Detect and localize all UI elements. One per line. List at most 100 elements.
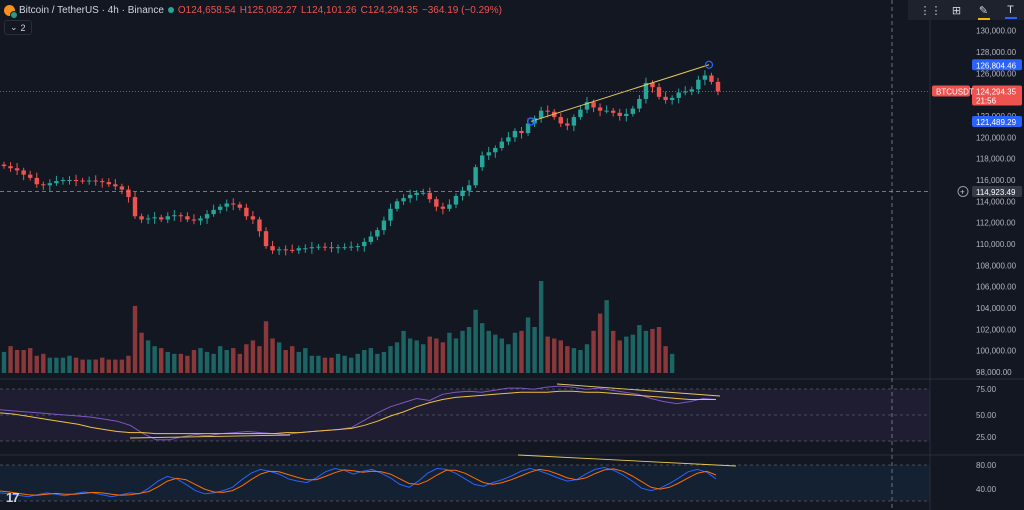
- volume-bar: [466, 327, 472, 373]
- candle-body: [54, 181, 59, 184]
- volume-bar: [270, 338, 275, 373]
- volume-bar: [21, 350, 26, 373]
- pencil-icon[interactable]: ✎: [974, 4, 994, 20]
- candle-body: [303, 248, 308, 250]
- candle-body: [493, 148, 498, 153]
- volume-bar: [100, 357, 105, 373]
- candle-body: [316, 246, 321, 248]
- volume-bar: [434, 338, 439, 373]
- candle-body: [460, 190, 465, 196]
- price-tick-label: 128,000.00: [976, 48, 1017, 57]
- candle-body: [244, 207, 249, 217]
- candle-body: [702, 75, 708, 80]
- candle-body: [1, 164, 7, 167]
- high-marker-label: 126,804.46: [976, 61, 1017, 70]
- volume-bar: [558, 340, 563, 373]
- grid-icon[interactable]: ⋮⋮: [919, 4, 942, 17]
- candle-body: [676, 92, 681, 98]
- volume-bar: [290, 346, 295, 373]
- volume-bar: [421, 344, 426, 373]
- volume-bar: [663, 346, 668, 373]
- candle-body: [8, 166, 13, 169]
- price-tick-label: 98,000.00: [976, 368, 1012, 377]
- candle-body: [440, 206, 446, 209]
- volume-bar: [329, 357, 334, 373]
- candle-body: [525, 123, 531, 134]
- volume-bar: [571, 348, 577, 373]
- volume-bar: [113, 359, 118, 373]
- chevron-down-icon: ⌄: [10, 22, 18, 32]
- price-tick-label: 126,000.00: [976, 69, 1017, 78]
- volume-bar: [604, 300, 609, 373]
- volume-bar: [283, 350, 288, 373]
- volume-bar: [552, 338, 557, 373]
- candle-body: [276, 249, 282, 251]
- rsi-line: [0, 385, 717, 441]
- candle-body: [322, 246, 328, 248]
- volume-bar: [159, 348, 164, 373]
- candle-body: [401, 198, 406, 202]
- price-tick-label: 102,000.00: [976, 325, 1017, 334]
- price-tick-label: 106,000.00: [976, 283, 1017, 292]
- volume-bar: [145, 340, 151, 373]
- volume-bar: [538, 281, 544, 373]
- rsi-divergence-trendline: [556, 383, 721, 397]
- volume-bar: [28, 348, 33, 373]
- indicators-collapse-button[interactable]: ⌄ 2: [4, 20, 32, 35]
- candle-body: [67, 180, 72, 181]
- candle-body: [21, 170, 26, 175]
- candle-body: [669, 97, 675, 100]
- candle-body: [152, 217, 157, 219]
- symbol-tag-label: BTCUSDT: [936, 88, 974, 97]
- ohlc-high: H125,082.27: [239, 4, 297, 16]
- volume-bar: [512, 332, 518, 373]
- candle-body: [447, 204, 452, 209]
- volume-bar: [296, 351, 301, 373]
- candle-body: [165, 216, 170, 220]
- tradingview-logo-icon[interactable]: 17: [6, 490, 20, 505]
- crosshair-price-label-bg: [972, 185, 1022, 197]
- price-tick-label: 120,000.00: [976, 133, 1017, 142]
- stoch-band: [0, 465, 930, 501]
- candle-body: [466, 185, 472, 191]
- candle-body: [427, 192, 432, 200]
- symbol-title[interactable]: Bitcoin / TetherUS · 4h · Binance: [19, 4, 164, 16]
- crosshair-price-label: 114,923.49: [976, 188, 1016, 197]
- candle-body: [355, 246, 360, 248]
- volume-bar: [322, 357, 328, 373]
- candle-body: [86, 180, 92, 182]
- candle-body: [145, 218, 151, 220]
- stoch-tick-label: 80.00: [976, 461, 997, 470]
- volume-bar: [532, 327, 537, 373]
- volume-bar: [460, 330, 465, 373]
- candle-body: [362, 241, 367, 247]
- volume-bar: [54, 357, 59, 373]
- volume-bar: [316, 355, 321, 373]
- volume-bar: [178, 353, 184, 373]
- layout-icon[interactable]: ⊞: [951, 4, 962, 17]
- candle-body: [185, 216, 190, 220]
- ohlc-open: O124,658.54: [177, 4, 236, 16]
- candle-body: [709, 75, 714, 82]
- candle-body: [191, 219, 197, 221]
- volume-bar: [67, 355, 72, 373]
- candle-body: [597, 107, 603, 111]
- candle-body: [113, 184, 118, 187]
- candle-body: [270, 246, 275, 251]
- symbol-header: Bitcoin / TetherUS · 4h · Binance O124,6…: [4, 3, 502, 19]
- candle-body: [231, 203, 236, 205]
- volume-bar: [132, 305, 138, 373]
- volume-bar: [453, 338, 459, 373]
- candle-body: [512, 130, 518, 138]
- candle-body: [119, 186, 125, 190]
- current-price-label: 124,294.35: [976, 88, 1017, 97]
- volume-bar: [493, 334, 498, 373]
- text-icon[interactable]: T: [1001, 4, 1021, 19]
- candle-body: [80, 180, 85, 182]
- trendline: [530, 64, 710, 122]
- current-price-label-bg: [972, 85, 1022, 106]
- price-tick-label: 108,000.00: [976, 261, 1017, 270]
- volume-bar: [217, 346, 223, 373]
- candle-body: [60, 180, 66, 182]
